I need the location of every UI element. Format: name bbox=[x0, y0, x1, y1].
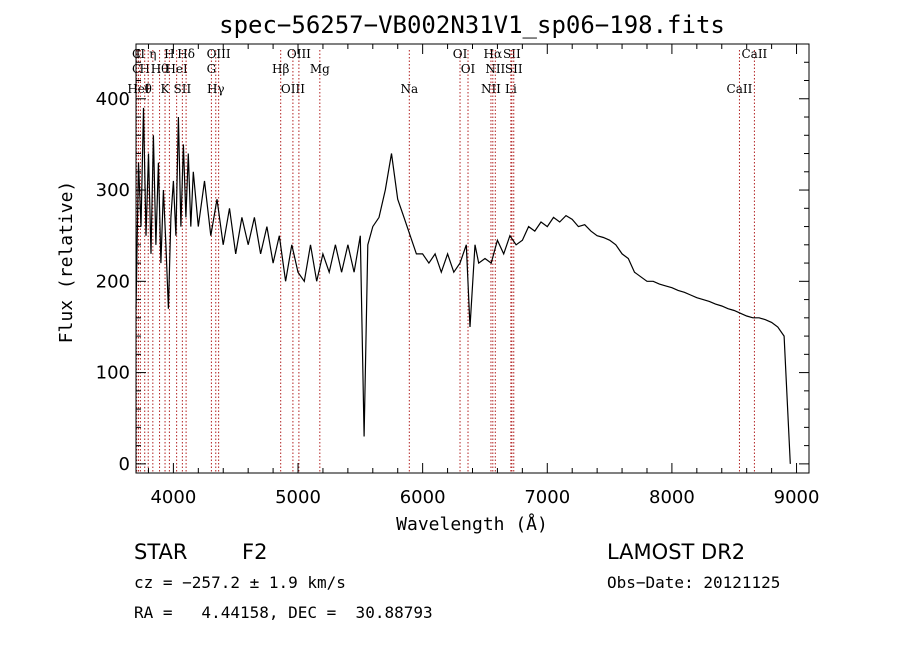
line-marker-label: Hθ bbox=[151, 62, 169, 76]
y-tick-label: 300 bbox=[96, 180, 130, 201]
line-marker-label: η bbox=[149, 47, 156, 61]
chart-title: spec−56257−VB002N31V1_sp06−198.fits bbox=[219, 11, 725, 39]
line-marker-label: Na bbox=[400, 82, 418, 96]
line-marker-label: C bbox=[132, 62, 141, 76]
redshift-text: cz = −257.2 ± 1.9 km/s bbox=[134, 573, 346, 592]
x-tick-label: 9000 bbox=[774, 487, 820, 508]
object-subclass: F2 bbox=[242, 540, 268, 564]
line-marker-label: Hδ bbox=[177, 47, 195, 61]
y-axis-label: Flux (relative) bbox=[56, 181, 77, 344]
y-tick-label: 0 bbox=[119, 454, 130, 475]
x-tick-label: 7000 bbox=[524, 487, 570, 508]
line-marker-label: H bbox=[164, 47, 174, 61]
line-marker-label: OIII bbox=[287, 47, 311, 61]
y-tick-label: 400 bbox=[96, 89, 130, 110]
line-marker-label: OIII bbox=[207, 47, 231, 61]
x-axis-label: Wavelength (Å) bbox=[396, 513, 548, 535]
line-marker-label: HeI bbox=[165, 62, 188, 76]
survey-name: LAMOST DR2 bbox=[607, 540, 746, 564]
axes: 4000 5000 6000 7000 8000 9000 0 100 200 300 400 bbox=[96, 44, 820, 508]
object-class: STAR bbox=[134, 540, 188, 564]
line-marker-label: H bbox=[139, 62, 149, 76]
line-marker-label: SII bbox=[174, 82, 192, 96]
x-tick-label: 4000 bbox=[150, 487, 196, 508]
line-marker-label: G bbox=[207, 62, 217, 76]
line-marker-label: Mg bbox=[310, 62, 330, 76]
line-marker-label: OI bbox=[461, 62, 476, 76]
x-tick-label: 5000 bbox=[275, 487, 321, 508]
x-tick-label: 6000 bbox=[400, 487, 446, 508]
x-tick-label: 8000 bbox=[649, 487, 695, 508]
plot-frame bbox=[135, 43, 810, 474]
line-marker-label: SII bbox=[503, 47, 521, 61]
line-marker-label: Li bbox=[505, 82, 517, 96]
line-marker-label: NII bbox=[481, 82, 501, 96]
line-marker-label: Hα bbox=[484, 47, 503, 61]
spectrum-line bbox=[135, 107, 791, 464]
line-marker-label: II bbox=[136, 47, 146, 61]
line-marker-label: OIII bbox=[281, 82, 305, 96]
line-marker-label: CaII bbox=[741, 47, 767, 61]
y-tick-label: 200 bbox=[96, 271, 130, 292]
line-marker-label: SII bbox=[505, 62, 523, 76]
line-marker-label: NII bbox=[485, 62, 505, 76]
line-markers: CCHeIIIHθηHθKHHeISIIHδGHγOIIIHβOIIIOIIIM… bbox=[127, 47, 768, 473]
line-marker-label: Hβ bbox=[272, 62, 289, 76]
line-marker-label: K bbox=[161, 82, 171, 96]
line-marker-label: Hγ bbox=[207, 82, 225, 96]
line-marker-label: θ bbox=[145, 82, 152, 96]
line-marker-label: OI bbox=[453, 47, 468, 61]
line-marker-label: CaII bbox=[727, 82, 753, 96]
y-tick-label: 100 bbox=[96, 363, 130, 384]
obs-date-text: Obs−Date: 20121125 bbox=[607, 573, 781, 592]
coordinates-text: RA = 4.44158, DEC = 30.88793 bbox=[134, 603, 433, 622]
series-layer bbox=[135, 107, 791, 464]
